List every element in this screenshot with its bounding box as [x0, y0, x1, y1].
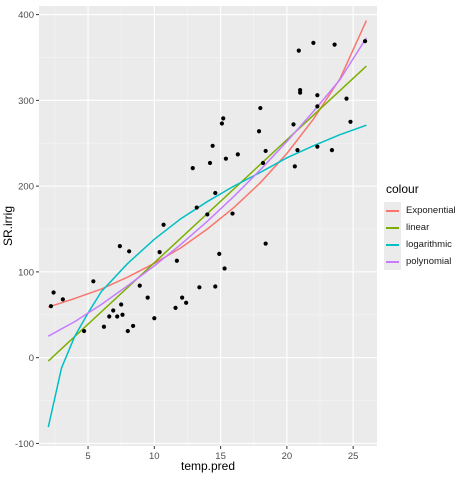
data-point	[48, 304, 54, 309]
data-point	[81, 328, 87, 334]
data-point	[173, 305, 178, 311]
data-point	[223, 156, 228, 161]
legend-label-linear: linear	[406, 222, 430, 233]
data-point	[115, 314, 120, 319]
legend-key-exponential	[384, 202, 401, 219]
data-point	[217, 251, 222, 256]
series-line-exponential	[48, 20, 368, 308]
data-point	[260, 160, 266, 166]
data-point	[107, 314, 112, 319]
data-point	[329, 147, 335, 153]
data-point	[222, 266, 227, 271]
x-axis-label: temp.pred	[181, 459, 235, 473]
data-point	[348, 119, 353, 124]
data-point	[184, 300, 189, 305]
data-point	[311, 40, 316, 45]
data-point	[230, 211, 235, 216]
data-point	[131, 323, 136, 329]
data-point	[362, 39, 368, 44]
data-point	[119, 302, 124, 307]
data-point	[296, 48, 301, 53]
data-point	[213, 284, 218, 289]
legend-item-exponential: Exponential	[384, 202, 472, 219]
y-tick-label: 200	[18, 182, 34, 193]
data-point	[221, 116, 226, 121]
data-point	[292, 164, 297, 169]
data-point	[125, 328, 130, 334]
x-tick-label: 5	[85, 451, 90, 462]
data-point	[207, 160, 213, 166]
data-point	[205, 212, 210, 217]
data-point	[152, 316, 157, 321]
y-tick-label: 400	[18, 10, 34, 21]
series-line-logarithmic	[47, 124, 367, 428]
legend-label-logarithmic: logarithmic	[406, 239, 452, 250]
data-point	[295, 147, 300, 153]
data-point	[117, 244, 122, 249]
y-tick-label: 100	[18, 267, 34, 278]
x-tick-label: 10	[149, 451, 160, 462]
data-point	[127, 249, 132, 254]
data-point	[137, 283, 142, 288]
data-point	[180, 295, 185, 300]
legend-key-polynomial	[384, 253, 401, 270]
data-point	[332, 42, 337, 47]
legend: colour Exponential linear logarithmic po…	[384, 182, 472, 270]
data-point	[344, 96, 349, 101]
data-point	[291, 122, 296, 127]
data-point	[263, 148, 268, 154]
data-point	[197, 285, 202, 290]
data-point	[263, 241, 268, 246]
data-point	[101, 324, 107, 329]
data-point	[157, 250, 162, 255]
data-point	[60, 297, 65, 302]
y-axis: -100 0 100 200 300 400	[15, 10, 39, 450]
data-point	[235, 152, 240, 157]
x-tick-label: 25	[348, 451, 359, 462]
legend-label-exponential: Exponential	[406, 205, 456, 216]
y-tick-label: 0	[29, 353, 34, 364]
points-layer	[48, 39, 368, 334]
data-point	[120, 312, 125, 317]
legend-key-linear	[384, 219, 401, 236]
legend-title: colour	[386, 182, 419, 196]
x-axis: 5 10 15 20 25	[85, 446, 358, 462]
data-point	[91, 279, 96, 284]
grid-major	[39, 6, 377, 446]
series-layer	[47, 20, 368, 428]
data-point	[145, 295, 150, 300]
data-point	[111, 308, 116, 313]
data-point	[190, 166, 195, 171]
legend-label-polynomial: polynomial	[406, 256, 452, 267]
y-tick-label: 300	[18, 96, 34, 107]
data-point	[219, 121, 225, 126]
data-point	[315, 104, 320, 109]
legend-key-logarithmic	[384, 236, 401, 253]
data-point	[51, 290, 56, 295]
data-point	[298, 87, 303, 93]
legend-item-linear: linear	[384, 219, 472, 236]
legend-item-logarithmic: logarithmic	[384, 236, 472, 253]
legend-item-polynomial: polynomial	[384, 253, 472, 270]
y-axis-label: SR.irrig	[1, 206, 15, 246]
y-tick-label: -100	[15, 439, 34, 450]
plot-panel	[39, 6, 377, 446]
data-point	[256, 129, 262, 134]
data-point	[315, 144, 320, 149]
x-tick-label: 15	[215, 451, 226, 462]
grid-minor	[39, 6, 377, 446]
data-point	[315, 93, 320, 98]
x-tick-label: 20	[282, 451, 293, 462]
data-point	[213, 190, 218, 196]
data-point	[210, 143, 215, 148]
data-point	[174, 258, 179, 263]
series-line-polynomial	[47, 37, 368, 337]
data-point	[194, 205, 199, 210]
data-point	[258, 105, 263, 111]
data-point	[161, 222, 166, 227]
